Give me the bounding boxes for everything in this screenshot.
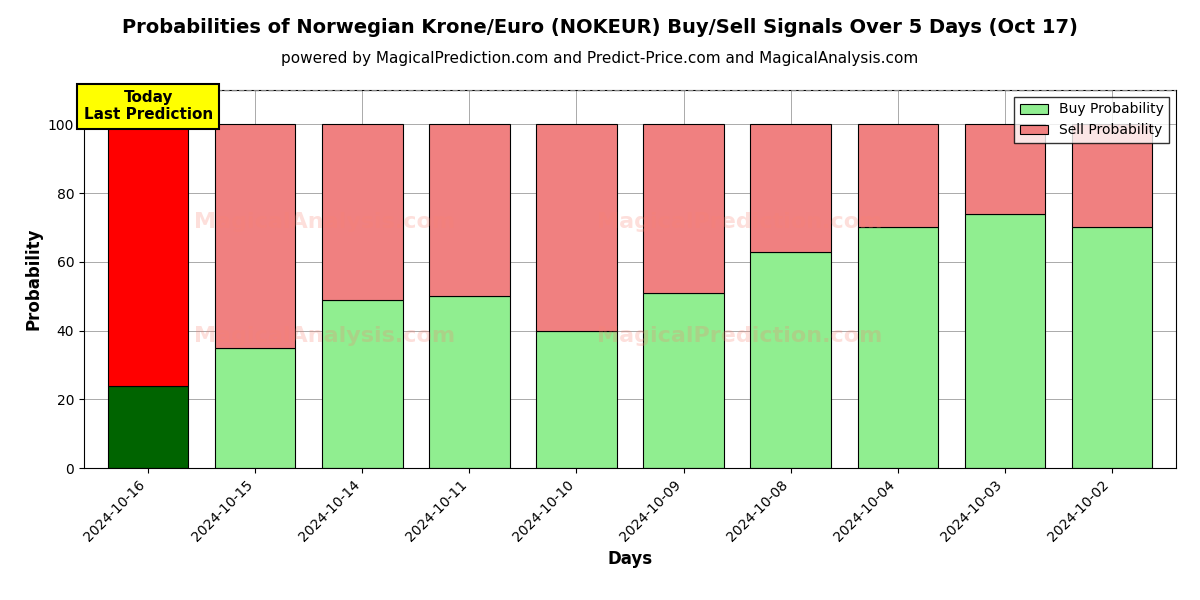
Text: MagicalPrediction.com: MagicalPrediction.com <box>596 212 882 232</box>
Bar <box>430 296 510 468</box>
Bar <box>430 124 510 296</box>
Bar <box>750 251 830 468</box>
Bar <box>965 214 1045 468</box>
Bar <box>858 124 937 227</box>
Bar <box>1072 124 1152 227</box>
Text: powered by MagicalPrediction.com and Predict-Price.com and MagicalAnalysis.com: powered by MagicalPrediction.com and Pre… <box>281 51 919 66</box>
Text: Today
Last Prediction: Today Last Prediction <box>84 90 212 122</box>
Text: Probabilities of Norwegian Krone/Euro (NOKEUR) Buy/Sell Signals Over 5 Days (Oct: Probabilities of Norwegian Krone/Euro (N… <box>122 18 1078 37</box>
Bar <box>858 227 937 468</box>
Bar <box>323 299 402 468</box>
Text: MagicalAnalysis.com: MagicalAnalysis.com <box>193 212 455 232</box>
Bar <box>1072 227 1152 468</box>
Bar <box>536 331 617 468</box>
Bar <box>643 293 724 468</box>
Text: MagicalAnalysis.com: MagicalAnalysis.com <box>193 326 455 346</box>
Bar <box>108 386 188 468</box>
Bar <box>536 124 617 331</box>
Y-axis label: Probability: Probability <box>24 228 42 330</box>
Bar <box>215 348 295 468</box>
Text: MagicalPrediction.com: MagicalPrediction.com <box>596 326 882 346</box>
Bar <box>215 124 295 348</box>
Bar <box>323 124 402 299</box>
Bar <box>965 124 1045 214</box>
Bar <box>108 124 188 386</box>
Bar <box>643 124 724 293</box>
Bar <box>750 124 830 251</box>
X-axis label: Days: Days <box>607 550 653 568</box>
Legend: Buy Probability, Sell Probability: Buy Probability, Sell Probability <box>1014 97 1169 143</box>
